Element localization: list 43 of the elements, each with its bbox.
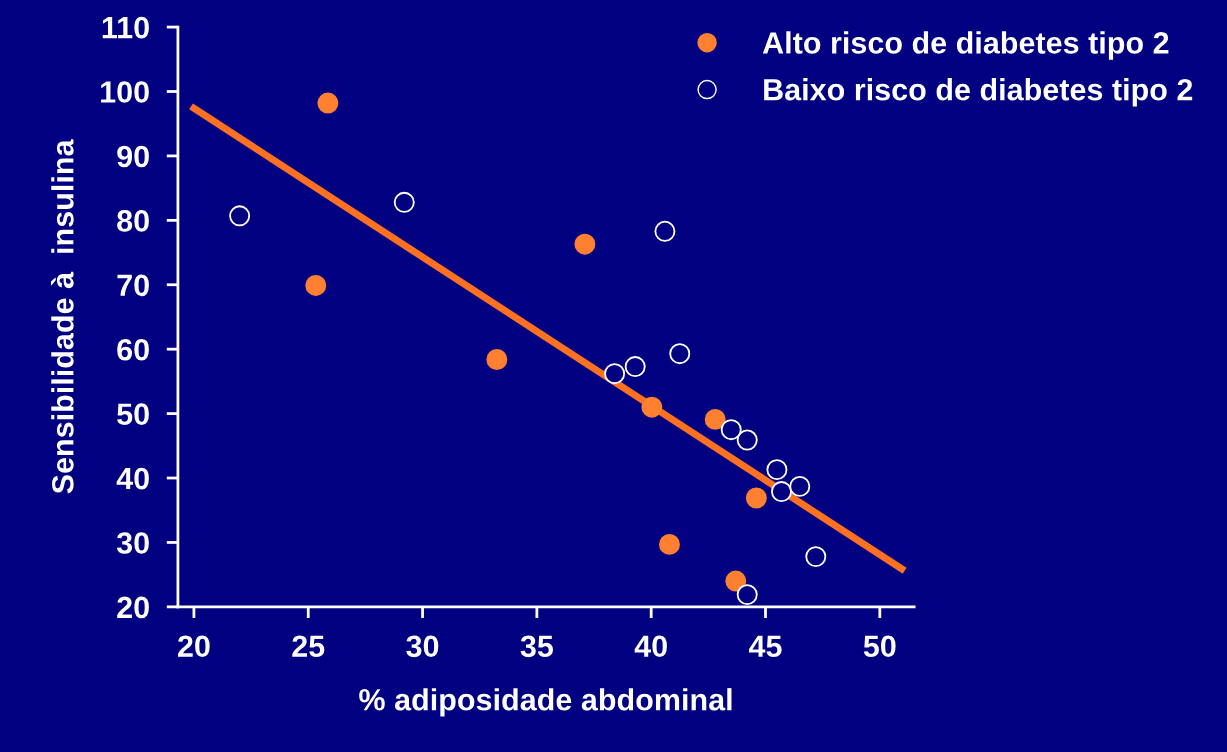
point (736, 584, 758, 606)
y-tick-label: 40 (116, 467, 149, 490)
y-tick-label: 60 (117, 338, 149, 361)
y-tick-label: 70 (117, 274, 149, 297)
x-tick-label: 50 (863, 635, 896, 658)
point (604, 363, 626, 385)
point (229, 205, 251, 227)
x-tick-label: 20 (177, 635, 210, 658)
x-tick-label: 45 (748, 635, 782, 658)
y-axis-title: Sensibilidade à insulina (50, 139, 74, 494)
point (486, 349, 508, 370)
legend-label: Baixo risco de diabetes tipo 2 (764, 78, 1193, 107)
point (305, 274, 327, 296)
point (725, 570, 747, 592)
x-tick-label: 35 (520, 635, 554, 658)
point (736, 429, 758, 451)
y-tick-label: 110 (102, 16, 149, 39)
y-tick-label: 30 (116, 532, 149, 554)
point (745, 487, 767, 509)
point (654, 220, 676, 242)
x-axis-title: % adiposidade abdominal (359, 688, 732, 717)
point (720, 419, 742, 441)
point (789, 475, 811, 497)
point (669, 343, 691, 365)
point (805, 546, 827, 568)
point (641, 396, 663, 418)
y-tick-label: 80 (117, 210, 149, 232)
point (771, 481, 792, 503)
point (624, 356, 646, 378)
point (574, 233, 596, 255)
point (659, 533, 680, 555)
y-tick-label: 20 (117, 596, 149, 619)
y-tick-label: 50 (117, 403, 149, 425)
legend-label: Alto risco de diabetes tipo 2 (762, 31, 1169, 60)
y-tick-label: 90 (117, 145, 149, 168)
x-tick-label: 40 (634, 635, 667, 658)
point (766, 459, 788, 481)
x-tick-label: 25 (292, 635, 325, 658)
y-tick-label: 100 (101, 81, 149, 103)
point (317, 92, 339, 114)
point (393, 191, 415, 213)
x-tick-label: 30 (406, 635, 439, 658)
point (704, 408, 726, 430)
